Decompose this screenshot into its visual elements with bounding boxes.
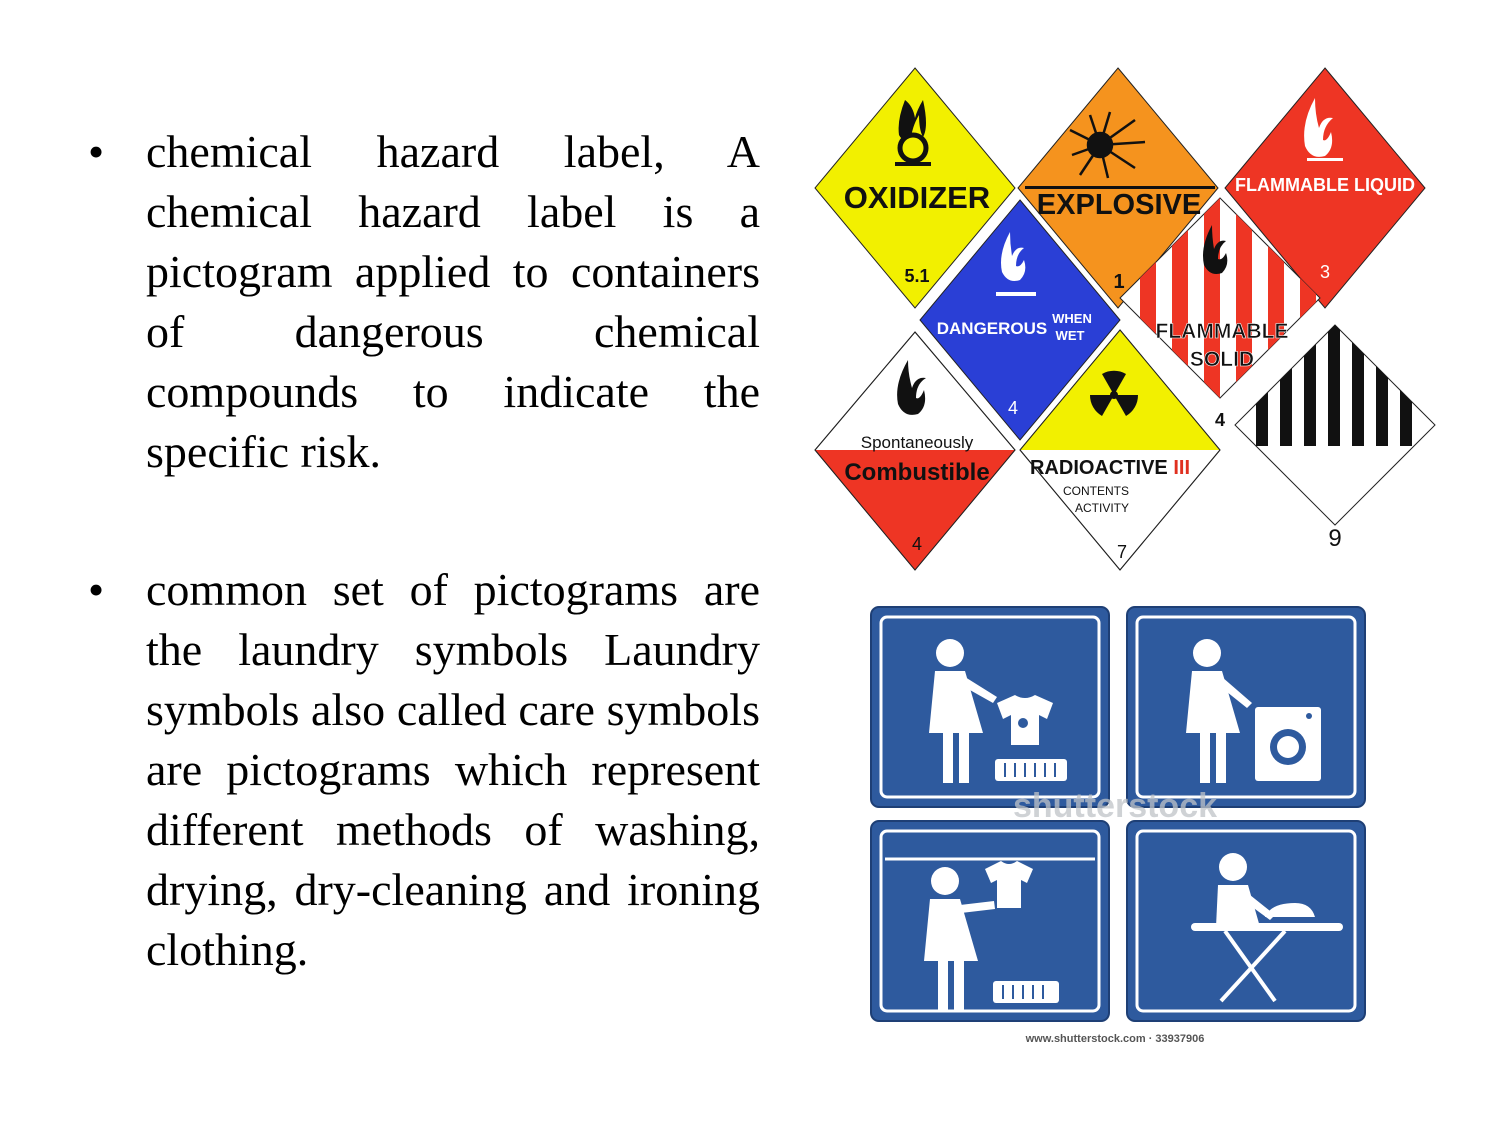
- bullet-item-laundry-symbols: • common set of pictograms are the laund…: [80, 560, 760, 980]
- radioactive-category: III: [1173, 457, 1190, 479]
- laundry-panel-ironing: [1126, 820, 1366, 1022]
- oxidizer-class: 5.1: [904, 266, 929, 286]
- dangerous-when-wet-when: WHEN: [1052, 311, 1092, 326]
- laundry-basket-icon: [995, 759, 1067, 781]
- flame-over-circle-icon: [898, 100, 926, 140]
- image-caption: www.shutterstock.com · 33937906: [1025, 1033, 1205, 1045]
- hazard-labels-image: OXIDIZER 5.1 EXPLOSIVE 1 FLAMMABLE LIQUI…: [814, 67, 1436, 571]
- radioactive-activity: ACTIVITY: [1075, 501, 1129, 515]
- radiation-trefoil-icon: [1089, 370, 1139, 416]
- flammable-solid-title-1: FLAMMABLE: [1156, 320, 1289, 343]
- oxidizer-title: OXIDIZER: [844, 180, 990, 215]
- flame-icon: [897, 360, 926, 415]
- radioactive-class: 7: [1117, 542, 1127, 562]
- spontaneously-combustible-class: 4: [912, 534, 922, 554]
- bullet-list: • chemical hazard label, A chemical haza…: [80, 122, 760, 980]
- radioactive-title: RADIOACTIVE: [1030, 457, 1168, 479]
- spontaneously-combustible-title-2: Combustible: [844, 459, 989, 486]
- svg-text:RADIOACTIVE III: RADIOACTIVE III: [1030, 457, 1190, 479]
- bullet-text: common set of pictograms are the laundry…: [146, 564, 760, 975]
- flammable-solid-title-2: SOLID: [1190, 348, 1254, 371]
- explosive-class: 1: [1113, 271, 1124, 293]
- watermark-text: shutterstock: [1013, 787, 1217, 825]
- bullet-glyph: •: [88, 564, 105, 615]
- bullet-glyph: •: [88, 126, 105, 177]
- radioactive-contents: CONTENTS: [1063, 484, 1129, 498]
- iron-icon: [1265, 903, 1315, 917]
- bullet-text: chemical hazard label, A chemical hazard…: [146, 126, 760, 477]
- laundry-panel-drying: [870, 820, 1110, 1022]
- laundry-panel-machine-wash: [1126, 606, 1366, 808]
- flammable-solid-class: 4: [1215, 410, 1225, 430]
- shirt-icon: [997, 695, 1053, 745]
- flammable-liquid-label: FLAMMABLE LIQUID 3: [1224, 67, 1426, 309]
- oxidizer-circle: [897, 132, 929, 164]
- woman-figure-icon: [1186, 639, 1252, 783]
- dangerous-when-wet-title: DANGEROUS: [937, 319, 1048, 338]
- woman-figure-icon: [924, 867, 995, 1011]
- bullet-item-hazard-label: • chemical hazard label, A chemical haza…: [80, 122, 760, 482]
- dangerous-when-wet-class: 4: [1008, 398, 1018, 418]
- flammable-liquid-class: 3: [1320, 262, 1330, 282]
- explosive-title: EXPLOSIVE: [1037, 189, 1201, 221]
- flame-icon: [1304, 98, 1333, 157]
- hanging-shirt-icon: [985, 861, 1033, 908]
- explosive-label: EXPLOSIVE 1: [1017, 67, 1219, 309]
- washing-machine-icon: [1255, 707, 1321, 781]
- flame-icon: [1001, 232, 1026, 281]
- laundry-symbols-image: shutterstock www.shutterstock.com · 3393…: [870, 606, 1366, 1045]
- laundry-panel-handwash: [870, 606, 1110, 808]
- woman-figure-icon: [929, 639, 997, 783]
- oxidizer-label: OXIDIZER 5.1: [814, 67, 1016, 309]
- explosion-icon: [1069, 111, 1146, 179]
- miscellaneous-class: 9: [1328, 525, 1341, 552]
- spontaneously-combustible-title-1: Spontaneously: [861, 433, 974, 452]
- dangerous-when-wet-label: DANGEROUS WHEN WET 4: [919, 199, 1121, 441]
- laundry-basket-icon: [993, 981, 1059, 1003]
- flammable-liquid-title: FLAMMABLE LIQUID: [1235, 175, 1415, 195]
- miscellaneous-label: 9: [1234, 324, 1436, 552]
- woman-figure-icon: [1216, 853, 1275, 927]
- flame-icon: [1203, 225, 1228, 274]
- dangerous-when-wet-wet: WET: [1056, 328, 1085, 343]
- ironing-board-icon: [1191, 923, 1343, 1003]
